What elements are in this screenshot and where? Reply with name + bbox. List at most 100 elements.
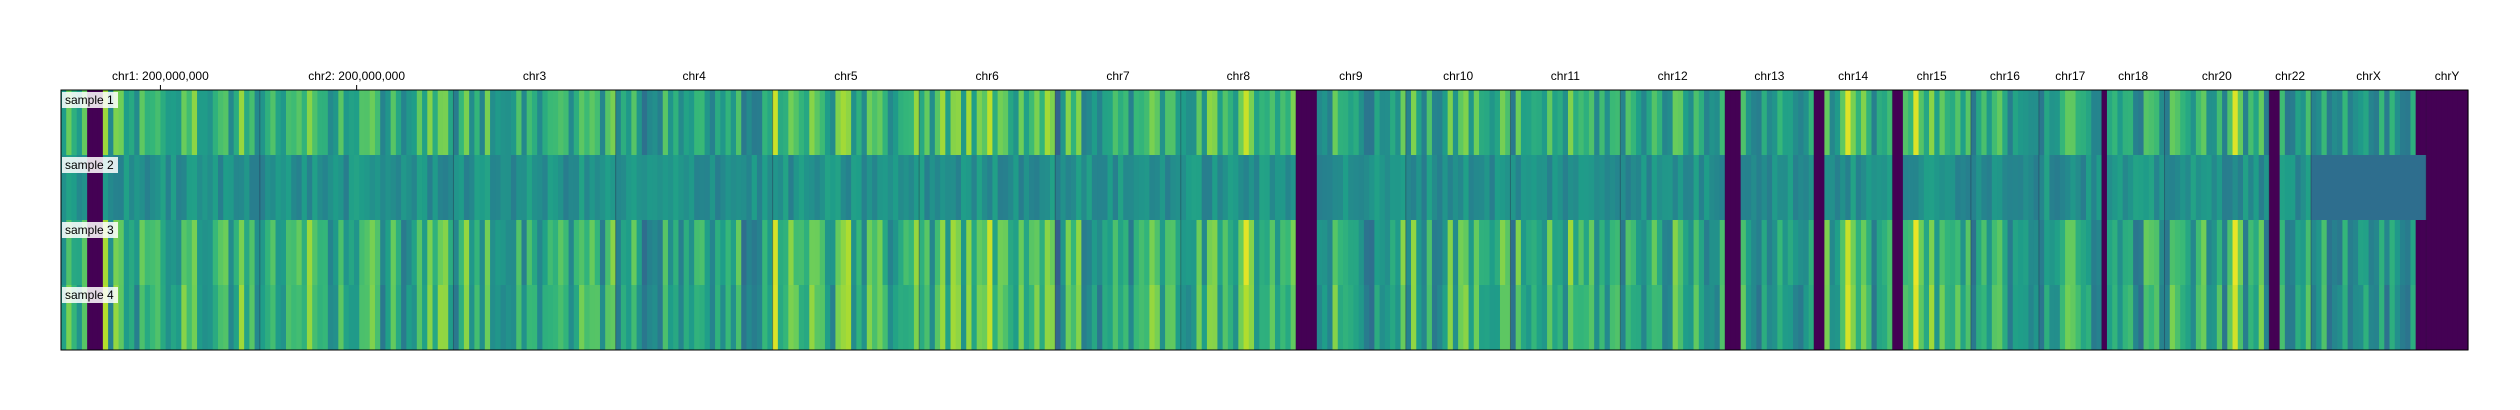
heatmap-cell <box>479 90 486 155</box>
heatmap-cell <box>976 90 983 155</box>
heatmap-cell <box>1426 220 1433 285</box>
heatmap-cell <box>725 285 732 350</box>
heatmap-cell <box>1861 90 1867 155</box>
heatmap-cell <box>1316 90 1323 155</box>
heatmap-cell <box>364 90 371 155</box>
heatmap-cell <box>1887 90 1894 155</box>
heatmap-cell <box>354 220 360 285</box>
heatmap-cell <box>207 155 214 220</box>
heatmap-cell <box>1374 285 1381 350</box>
heatmap-cell <box>453 90 460 155</box>
heatmap-cell <box>2101 155 2108 220</box>
heatmap-cell <box>552 155 559 220</box>
heatmap-cell <box>1295 220 1302 285</box>
heatmap-cell <box>961 155 967 220</box>
heatmap-cell <box>1997 285 2003 350</box>
heatmap-cell <box>369 285 376 350</box>
heatmap-cell <box>327 220 334 285</box>
heatmap-cell <box>667 90 674 155</box>
heatmap-cell <box>165 220 172 285</box>
heatmap-cell <box>626 90 632 155</box>
heatmap-cell <box>798 90 805 155</box>
heatmap-cell <box>97 90 104 155</box>
heatmap-cell <box>584 90 591 155</box>
heatmap-cell <box>1186 155 1192 220</box>
heatmap-cell <box>1243 285 1250 350</box>
heatmap-cell <box>2321 285 2328 350</box>
heatmap-cell <box>1824 220 1831 285</box>
heatmap-cell <box>762 155 768 220</box>
heatmap-cell <box>2101 220 2108 285</box>
heatmap-cell <box>427 155 434 220</box>
heatmap-cell <box>2222 155 2228 220</box>
heatmap-cell <box>767 155 774 220</box>
heatmap-cell <box>1562 285 1569 350</box>
heatmap-cell <box>1604 155 1611 220</box>
heatmap-cell <box>1541 90 1548 155</box>
heatmap-cell <box>2441 220 2448 285</box>
heatmap-cell <box>2415 90 2422 155</box>
heatmap-cell <box>1002 90 1009 155</box>
heatmap-cell <box>772 90 779 155</box>
heatmap-cell <box>1390 285 1396 350</box>
heatmap-cell <box>1468 220 1475 285</box>
heatmap-cell <box>233 220 240 285</box>
heatmap-cell <box>1107 220 1114 285</box>
heatmap-cell <box>929 285 936 350</box>
heatmap-cell <box>699 220 706 285</box>
heatmap-cell <box>66 285 73 350</box>
heatmap-cell <box>835 155 842 220</box>
heatmap-cell <box>2384 155 2391 220</box>
heatmap-cell <box>2399 220 2406 285</box>
heatmap-cell <box>1751 220 1757 285</box>
heatmap-cell <box>1463 90 1470 155</box>
heatmap-cell <box>500 220 507 285</box>
heatmap-cell <box>835 285 842 350</box>
heatmap-cell <box>1850 220 1857 285</box>
heatmap-cell <box>793 155 800 220</box>
heatmap-cell <box>254 285 261 350</box>
heatmap-cell <box>1547 285 1553 350</box>
heatmap-cell <box>437 220 444 285</box>
heatmap-cell <box>1913 155 1920 220</box>
heatmap-cell <box>1970 155 1977 220</box>
heatmap-cell <box>1913 220 1920 285</box>
heatmap-cell <box>940 285 946 350</box>
heatmap-cell <box>1562 220 1569 285</box>
heatmap-cell <box>2211 90 2218 155</box>
heatmap-cell <box>1897 90 1904 155</box>
heatmap-cell <box>134 285 141 350</box>
heatmap-cell <box>1023 90 1030 155</box>
heatmap-cell <box>1337 90 1344 155</box>
heatmap-cell <box>191 220 198 285</box>
heatmap-cell <box>416 155 423 220</box>
heatmap-cell <box>2326 90 2333 155</box>
heatmap-cell <box>81 220 88 285</box>
heatmap-cell <box>1248 90 1255 155</box>
heatmap-cell <box>872 90 878 155</box>
heatmap-cell <box>1175 90 1182 155</box>
chromosome-label: chr2: 200,000,000 <box>308 69 405 83</box>
heatmap-cell <box>746 90 753 155</box>
heatmap-cell <box>333 220 339 285</box>
heatmap-cell <box>1662 155 1669 220</box>
heatmap-cell <box>495 220 502 285</box>
heatmap-cell <box>1175 155 1182 220</box>
heatmap-cell <box>573 90 580 155</box>
heatmap-cell <box>1944 90 1951 155</box>
heatmap-cell <box>2263 90 2270 155</box>
heatmap-cell <box>1803 90 1810 155</box>
heatmap-cell <box>2174 220 2181 285</box>
heatmap-cell <box>2284 285 2291 350</box>
heatmap-cell <box>788 220 795 285</box>
heatmap-cell <box>338 285 345 350</box>
heatmap-cell <box>2394 220 2401 285</box>
heatmap-cell <box>1557 220 1564 285</box>
heatmap-cell <box>1358 220 1365 285</box>
heatmap-cell <box>1186 220 1192 285</box>
heatmap-cell <box>2007 90 2014 155</box>
heatmap-cell <box>2436 285 2443 350</box>
heatmap-cell <box>1191 90 1198 155</box>
heatmap-cell <box>2431 90 2438 155</box>
heatmap-cell <box>191 90 198 155</box>
